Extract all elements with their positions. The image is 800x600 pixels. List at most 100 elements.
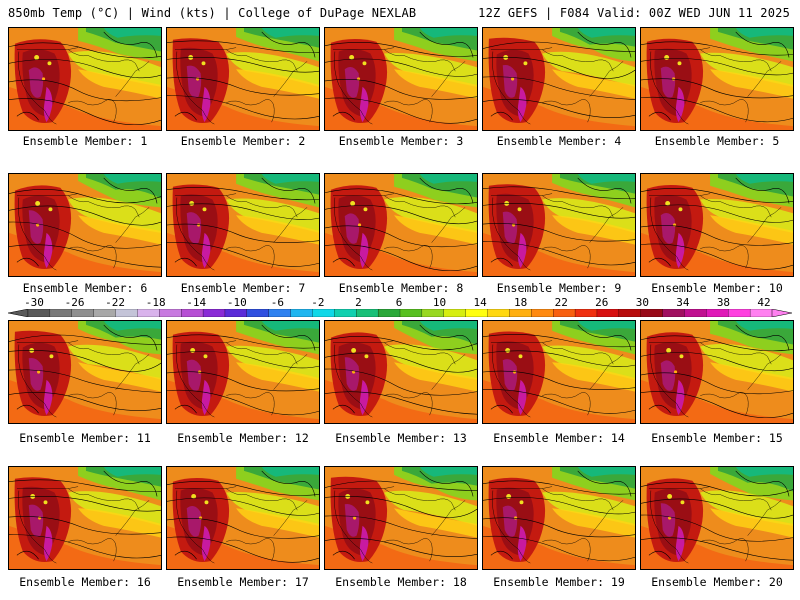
colorbar-tick-label: 10 bbox=[432, 296, 447, 309]
ensemble-member-label: Ensemble Member: 13 bbox=[335, 431, 467, 445]
ensemble-map-panel bbox=[324, 27, 478, 131]
ensemble-member-label: Ensemble Member: 18 bbox=[335, 575, 467, 589]
temperature-map bbox=[167, 321, 319, 423]
colorbar-segment bbox=[202, 309, 226, 317]
colorbar-tick-label: -30 bbox=[24, 296, 44, 309]
colorbar-segment bbox=[728, 309, 751, 317]
colorbar-segment bbox=[356, 309, 379, 317]
ensemble-member-label: Ensemble Member: 5 bbox=[654, 134, 780, 148]
temperature-map bbox=[641, 28, 793, 130]
ensemble-member-label: Ensemble Member: 9 bbox=[496, 281, 622, 295]
colorbar-tick-label: 6 bbox=[395, 296, 403, 309]
colorbar-segment bbox=[640, 309, 664, 317]
ensemble-map-panel bbox=[324, 466, 478, 570]
temperature-map bbox=[325, 321, 477, 423]
temperature-map bbox=[325, 174, 477, 276]
colorbar-segment bbox=[421, 309, 445, 317]
ensemble-map-panel bbox=[8, 320, 162, 424]
colorbar-tick-label: 2 bbox=[355, 296, 362, 309]
colorbar-tick-label: -18 bbox=[145, 296, 166, 309]
ensemble-map-panel bbox=[166, 466, 320, 570]
ensemble-member-label: Ensemble Member: 15 bbox=[651, 431, 783, 445]
colorbar-segment bbox=[290, 309, 313, 317]
ensemble-map-panel bbox=[166, 320, 320, 424]
colorbar-tick-label: -22 bbox=[105, 296, 126, 309]
ensemble-map-panel bbox=[482, 27, 636, 131]
ensemble-map-panel bbox=[166, 173, 320, 277]
ensemble-map-panel bbox=[324, 173, 478, 277]
ensemble-member-label: Ensemble Member: 11 bbox=[19, 431, 151, 445]
temperature-map bbox=[641, 174, 793, 276]
colorbar-arrow-left bbox=[8, 309, 29, 317]
temperature-map bbox=[325, 467, 477, 569]
ensemble-member-label: Ensemble Member: 14 bbox=[493, 431, 625, 445]
map-title: 850mb Temp (°C) | Wind (kts) | College o… bbox=[8, 6, 417, 20]
ensemble-member-label: Ensemble Member: 8 bbox=[338, 281, 464, 295]
ensemble-map-panel bbox=[166, 27, 320, 131]
colorbar-segment bbox=[27, 309, 51, 317]
temperature-map bbox=[325, 28, 477, 130]
temperature-map bbox=[9, 174, 161, 276]
colorbar-tick-label: 22 bbox=[554, 296, 568, 309]
colorbar-tick-label: 30 bbox=[635, 296, 649, 309]
temperature-map bbox=[641, 467, 793, 569]
ensemble-map-panel bbox=[8, 173, 162, 277]
temperature-map bbox=[483, 467, 635, 569]
ensemble-member-label: Ensemble Member: 19 bbox=[493, 575, 625, 589]
colorbar-segment bbox=[137, 309, 160, 317]
ensemble-member-label: Ensemble Member: 20 bbox=[651, 575, 783, 589]
colorbar-segment bbox=[618, 309, 642, 317]
ensemble-map-panel bbox=[640, 320, 794, 424]
ensemble-map-panel bbox=[482, 466, 636, 570]
ensemble-map-panel bbox=[640, 27, 794, 131]
ensemble-member-label: Ensemble Member: 4 bbox=[496, 134, 622, 148]
colorbar-segment bbox=[487, 309, 510, 317]
temperature-map bbox=[167, 28, 319, 130]
ensemble-member-label: Ensemble Member: 2 bbox=[180, 134, 306, 148]
ensemble-map-panel bbox=[640, 466, 794, 570]
colorbar-segment bbox=[49, 309, 73, 317]
colorbar-tick-label: 34 bbox=[676, 296, 690, 309]
colorbar-segment bbox=[399, 309, 423, 317]
colorbar-segment bbox=[706, 309, 729, 317]
colorbar-segment bbox=[377, 309, 401, 317]
ensemble-map-panel bbox=[482, 320, 636, 424]
colorbar-segment bbox=[268, 309, 292, 317]
colorbar-segment bbox=[93, 309, 116, 317]
colorbar-tick-label: 18 bbox=[514, 296, 528, 309]
model-run-info: 12Z GEFS | F084 Valid: 00Z WED JUN 11 20… bbox=[478, 6, 790, 20]
temperature-colorbar bbox=[8, 309, 792, 317]
colorbar-segment bbox=[749, 309, 773, 317]
ensemble-member-label: Ensemble Member: 12 bbox=[177, 431, 309, 445]
temperature-map bbox=[9, 28, 161, 130]
ensemble-member-label: Ensemble Member: 1 bbox=[22, 134, 148, 148]
ensemble-member-label: Ensemble Member: 6 bbox=[22, 281, 148, 295]
temperature-map bbox=[167, 174, 319, 276]
colorbar-segment bbox=[531, 309, 554, 317]
colorbar-segment bbox=[181, 309, 204, 317]
colorbar-segment bbox=[509, 309, 532, 317]
colorbar-segment bbox=[465, 309, 488, 317]
colorbar-segment bbox=[596, 309, 620, 317]
temperature-map bbox=[9, 467, 161, 569]
ensemble-member-label: Ensemble Member: 3 bbox=[338, 134, 464, 148]
temperature-map bbox=[483, 28, 635, 130]
ensemble-map-panel bbox=[8, 27, 162, 131]
colorbar-tick-label: 26 bbox=[595, 296, 609, 309]
ensemble-member-label: Ensemble Member: 17 bbox=[177, 575, 309, 589]
colorbar-tick-label: 14 bbox=[473, 296, 487, 309]
colorbar-arrow-right bbox=[771, 309, 792, 317]
temperature-map bbox=[167, 467, 319, 569]
ensemble-map-panel bbox=[640, 173, 794, 277]
colorbar-segment bbox=[224, 309, 248, 317]
ensemble-member-label: Ensemble Member: 16 bbox=[19, 575, 151, 589]
colorbar-segment bbox=[443, 309, 467, 317]
ensemble-map-panel bbox=[8, 466, 162, 570]
colorbar-tick-label: -14 bbox=[186, 296, 207, 309]
colorbar-segment bbox=[115, 309, 138, 317]
temperature-map bbox=[483, 321, 635, 423]
temperature-map bbox=[9, 321, 161, 423]
ensemble-map-panel bbox=[482, 173, 636, 277]
colorbar-tick-label: -6 bbox=[270, 296, 284, 309]
colorbar-segment bbox=[662, 309, 685, 317]
